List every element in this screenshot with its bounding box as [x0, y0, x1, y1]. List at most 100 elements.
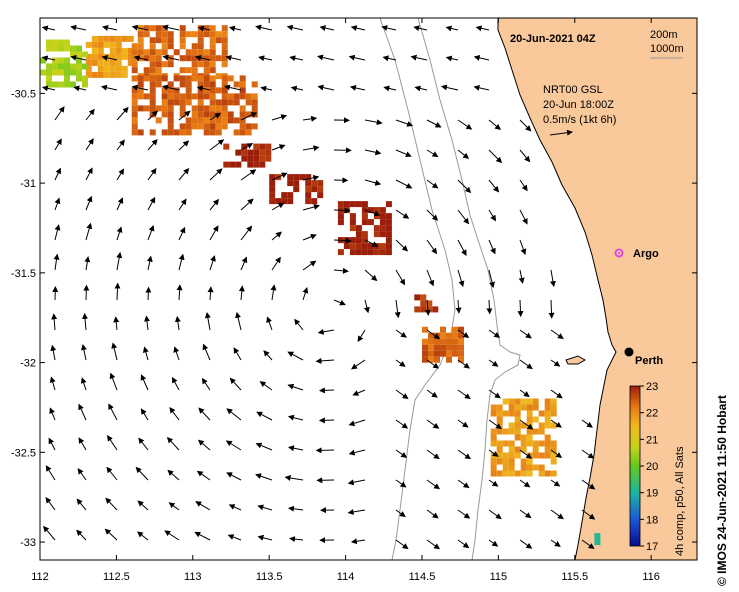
sst-cell: [215, 117, 222, 124]
sst-cell: [137, 75, 144, 82]
current-arrow: [519, 239, 527, 256]
sst-cell: [173, 99, 180, 106]
current-arrow: [381, 25, 397, 31]
sst-cell: [434, 356, 440, 363]
current-arrow: [113, 316, 120, 331]
sst-cell: [349, 225, 356, 232]
sst-cell: [173, 87, 180, 94]
current-arrow: [302, 115, 318, 122]
sst-cell: [197, 31, 204, 38]
sst-cell: [179, 25, 186, 32]
sst-cell: [97, 41, 104, 48]
sst-cell: [82, 63, 88, 70]
sst-cell: [440, 338, 446, 345]
current-arrow: [550, 509, 564, 520]
sst-cell: [131, 111, 138, 118]
sst-cell: [420, 306, 427, 313]
current-arrow: [194, 531, 211, 541]
x-tick-label: 112.5: [103, 571, 130, 583]
sst-cell: [70, 51, 76, 58]
sst-cell: [496, 446, 503, 453]
current-arrow: [488, 389, 501, 399]
sst-cell: [149, 87, 156, 94]
sst-cell: [458, 350, 464, 357]
perth-marker[interactable]: Perth: [624, 347, 664, 368]
current-arrow: [426, 479, 441, 490]
sst-cell: [385, 219, 392, 226]
sst-cell: [203, 129, 210, 136]
city-dot-icon: [624, 347, 634, 357]
current-arrow: [519, 509, 532, 519]
current-arrow: [364, 179, 382, 186]
sst-cell: [109, 59, 116, 66]
sst-cell: [209, 87, 216, 94]
current-arrow: [445, 25, 459, 32]
sst-cell: [508, 446, 515, 453]
sst-cell: [149, 105, 156, 112]
sst-cell: [349, 213, 356, 220]
sst-cell: [197, 117, 204, 124]
sst-cell: [426, 300, 433, 307]
current-arrow: [426, 149, 439, 158]
sst-cell: [209, 43, 216, 50]
y-tick-label: -30.5: [11, 88, 36, 100]
current-arrow: [519, 419, 534, 430]
sst-cell: [221, 93, 228, 100]
current-arrow: [426, 209, 439, 221]
current-arrow: [259, 381, 273, 391]
sst-cell: [64, 75, 70, 82]
current-arrow: [169, 406, 180, 421]
current-arrow: [364, 209, 381, 217]
sst-cell: [46, 75, 52, 82]
current-arrow: [395, 479, 407, 488]
sst-cell: [259, 143, 266, 150]
current-arrow: [133, 55, 149, 62]
current-arrow: [135, 466, 149, 481]
sst-cell: [223, 143, 230, 150]
colorbar-tick-label: 20: [646, 461, 658, 473]
sst-cell: [502, 398, 509, 405]
current-arrow: [116, 168, 125, 181]
sst-cell: [520, 404, 527, 411]
sst-cell: [221, 99, 228, 106]
sst-cell: [221, 87, 228, 94]
sst-cell: [247, 155, 254, 162]
current-arrow: [488, 119, 501, 131]
current-arrow: [225, 440, 242, 451]
current-time-label: 20-Jun 18:00Z: [543, 99, 614, 111]
sst-cell: [287, 180, 294, 187]
sst-cell: [46, 39, 52, 46]
current-arrow: [395, 269, 406, 286]
argo-marker[interactable]: Argo: [614, 248, 659, 260]
current-arrow: [109, 372, 118, 391]
sst-cell: [241, 149, 248, 156]
sst-cell: [197, 105, 204, 112]
current-arrow: [348, 449, 366, 456]
sst-cell: [379, 219, 386, 226]
current-arrow: [350, 25, 366, 32]
sst-cell: [121, 65, 128, 72]
sst-cell: [526, 470, 533, 477]
sst-cell: [385, 201, 392, 208]
sst-cell: [127, 59, 134, 66]
sst-cell: [97, 71, 104, 78]
sst-cell: [532, 398, 539, 405]
current-arrow: [209, 168, 223, 181]
sst-cell: [265, 143, 272, 150]
sst-cell: [203, 87, 210, 94]
sst-cell: [349, 201, 356, 208]
sst-cell: [520, 434, 527, 441]
current-arrow: [202, 343, 211, 361]
current-arrow: [364, 269, 378, 282]
sst-cell: [58, 81, 64, 88]
sst-cell: [91, 53, 98, 60]
sst-cell: [361, 207, 368, 214]
current-arrow: [162, 54, 180, 61]
sst-cell: [209, 49, 216, 56]
sst-cell: [137, 37, 144, 44]
current-arrow: [240, 169, 257, 181]
sst-cell: [161, 37, 168, 44]
x-tick-label: 114.5: [409, 571, 436, 583]
sst-cell: [149, 129, 156, 136]
